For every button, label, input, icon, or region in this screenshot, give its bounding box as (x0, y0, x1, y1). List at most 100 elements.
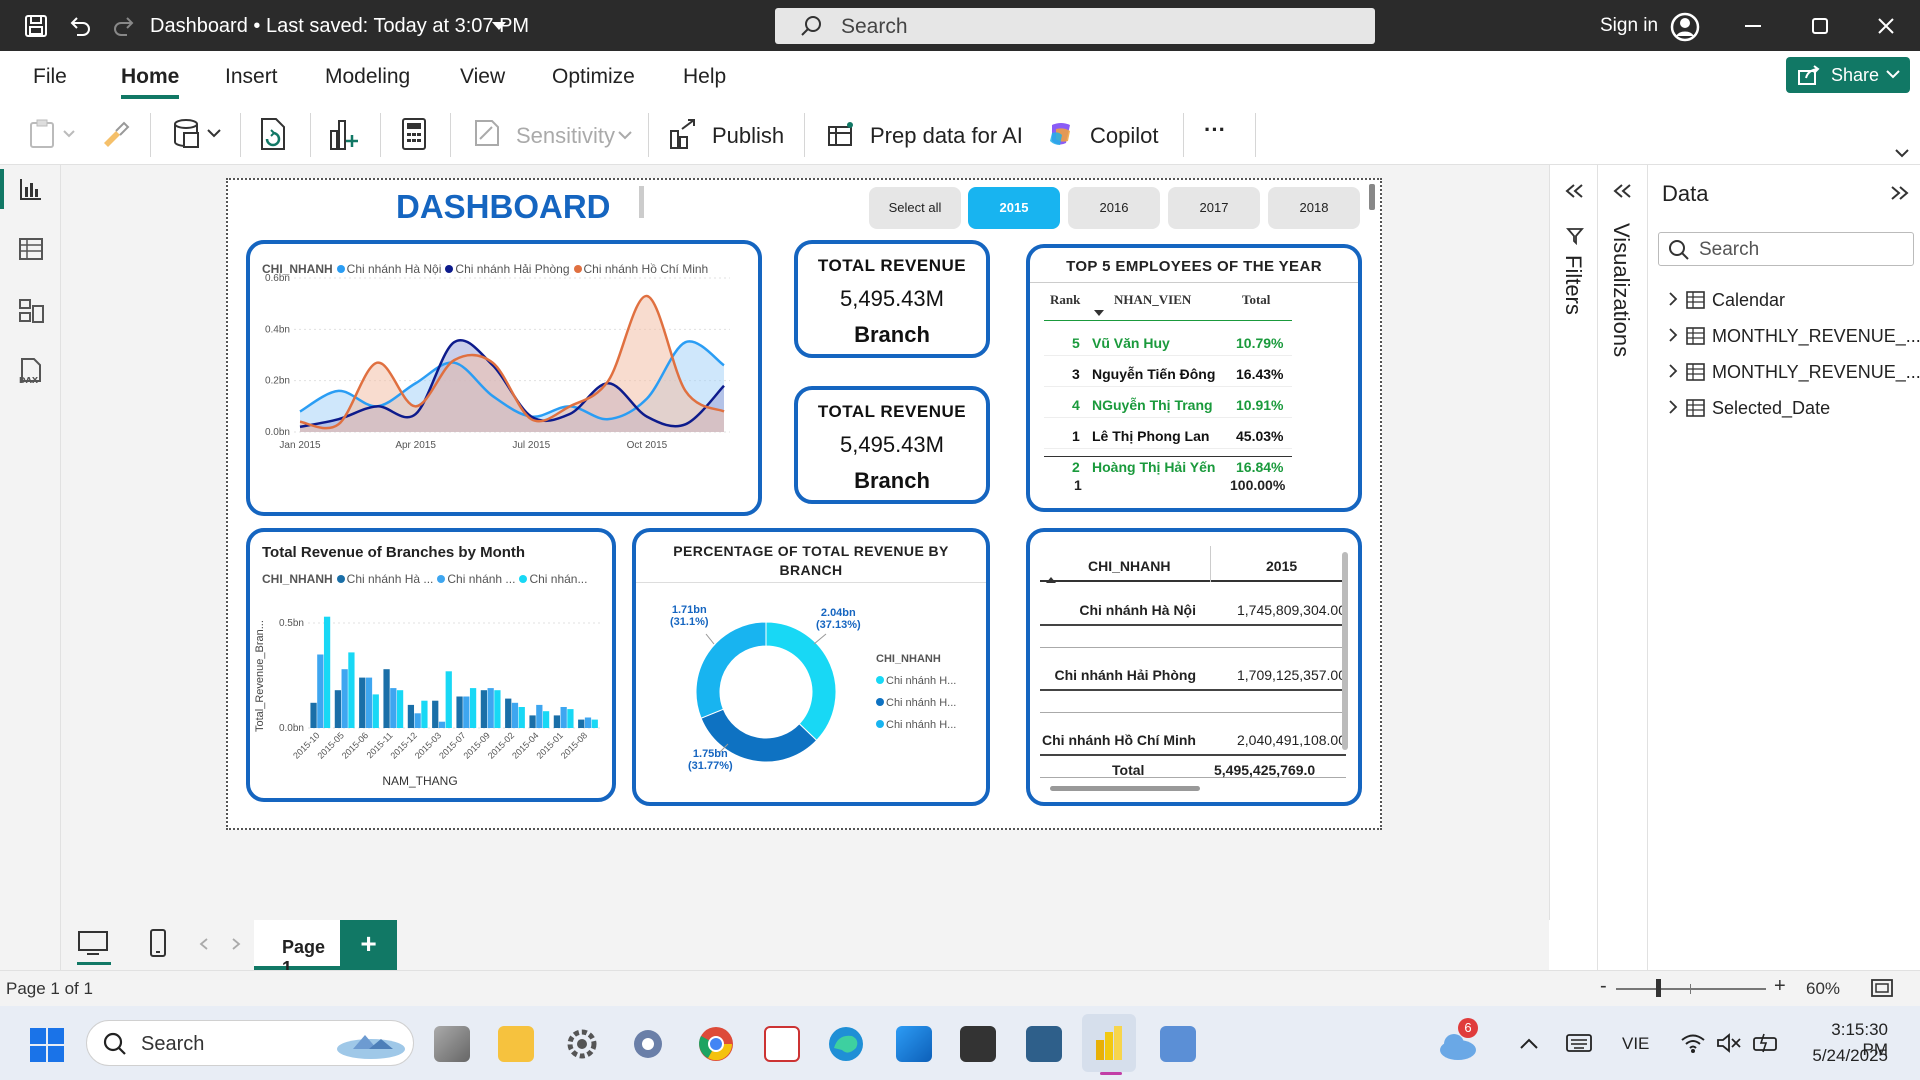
matrix-row[interactable]: Chi nhánh Hải Phòng 1,709,125,357.00 (1040, 649, 1346, 714)
save-icon[interactable] (24, 14, 48, 38)
collapse-left-icon[interactable] (1612, 183, 1632, 199)
redo-icon[interactable] (112, 14, 136, 38)
collapse-right-icon[interactable] (1890, 185, 1910, 201)
line-chart-card[interactable]: CHI_NHANH Chi nhánh Hà Nội Chi nhánh Hải P… (246, 240, 762, 516)
zoom-slider-thumb[interactable] (1656, 979, 1661, 997)
matrix-row[interactable]: Chi nhánh Hồ Chí Minh 2,040,491,108.00 (1040, 714, 1346, 779)
zoom-out-button[interactable]: - (1600, 975, 1607, 997)
close-icon[interactable] (1878, 18, 1894, 34)
get-data-icon[interactable] (172, 117, 228, 151)
bar[interactable] (359, 677, 366, 728)
sort-desc-icon[interactable] (1094, 310, 1104, 318)
model-view-icon[interactable] (19, 298, 45, 324)
matrix-col-branch[interactable]: CHI_NHANH (1088, 558, 1171, 574)
collapse-left-icon[interactable] (1564, 183, 1584, 199)
bar[interactable] (407, 704, 415, 728)
table-row[interactable]: 2 Hoàng Thị Hải Yến 16.84% (1030, 448, 1358, 478)
search-box[interactable]: Search (775, 8, 1375, 44)
bar[interactable] (421, 700, 428, 728)
bar[interactable] (456, 696, 463, 729)
volume-icon[interactable] (1716, 1032, 1742, 1054)
col-header-rank[interactable]: Rank (1050, 292, 1081, 307)
sign-in-link[interactable]: Sign in (1600, 15, 1659, 36)
minimize-icon[interactable] (1745, 25, 1761, 27)
bar[interactable] (390, 688, 397, 728)
menu-home[interactable]: Home (121, 65, 180, 88)
chevron-right-icon[interactable] (1668, 292, 1678, 306)
zoom-in-button[interactable]: + (1774, 975, 1786, 997)
bar[interactable] (383, 669, 390, 728)
bar[interactable] (542, 711, 550, 728)
copilot-button[interactable]: Copilot (1090, 123, 1159, 148)
filters-pane[interactable]: Filters (1549, 165, 1597, 920)
wifi-icon[interactable] (1680, 1032, 1706, 1054)
report-view-icon[interactable] (19, 177, 43, 201)
chevron-down-icon[interactable] (618, 131, 632, 141)
bar[interactable] (432, 700, 439, 728)
mysql-icon[interactable] (1026, 1026, 1062, 1062)
bar[interactable] (396, 690, 404, 728)
bar[interactable] (518, 707, 525, 728)
bar[interactable] (494, 690, 501, 728)
new-visual-icon[interactable] (328, 117, 360, 151)
menu-view[interactable]: View (460, 65, 506, 88)
col-header-nhan-vien[interactable]: NHAN_VIEN (1114, 292, 1192, 307)
kpi-card-2[interactable]: TOTAL REVENUE 5,495.43M Branch (794, 386, 990, 504)
prep-data-button[interactable]: Prep data for AI (870, 123, 1023, 148)
notepad-icon[interactable] (1160, 1026, 1196, 1062)
bar[interactable] (584, 717, 592, 729)
line-series-3[interactable] (299, 294, 725, 430)
share-button[interactable]: Share (1786, 57, 1910, 93)
sensitivity-label[interactable]: Sensitivity (516, 123, 616, 148)
menu-file[interactable]: File (33, 65, 67, 88)
field-item[interactable]: MONTHLY_REVENUE_... (1648, 357, 1920, 389)
scroll-left-icon[interactable] (199, 938, 209, 950)
bar[interactable] (487, 688, 494, 728)
bar[interactable] (469, 688, 477, 728)
bar[interactable] (323, 616, 331, 728)
menu-help[interactable]: Help (683, 65, 727, 88)
top5-employees-card[interactable]: TOP 5 EMPLOYEES OF THE YEAR Rank NHAN_VI… (1026, 244, 1362, 512)
scroll-right-icon[interactable] (231, 938, 241, 950)
kpi-card-1[interactable]: TOTAL REVENUE 5,495.43M Branch (794, 240, 990, 358)
field-item[interactable]: Selected_Date (1648, 393, 1920, 425)
slicer-2017[interactable]: 2017 (1168, 187, 1260, 229)
data-search-input[interactable]: Search (1658, 232, 1914, 266)
task-view-icon[interactable] (434, 1026, 470, 1062)
table-row[interactable]: 4 NGuyễn Thị Trang 10.91% (1030, 386, 1358, 416)
bar[interactable] (445, 671, 452, 728)
bar[interactable] (567, 709, 574, 728)
prep-data-icon[interactable] (826, 119, 856, 149)
calculator-icon[interactable] (400, 117, 428, 151)
menu-modeling[interactable]: Modeling (325, 65, 411, 88)
table-row[interactable]: 5 Vũ Văn Huy 10.79% (1030, 324, 1358, 354)
chevron-down-icon[interactable] (492, 22, 506, 32)
more-options-button[interactable]: ··· (1204, 117, 1226, 142)
clock-time[interactable]: 3:15:30 PM (1831, 1020, 1888, 1059)
bar[interactable] (310, 702, 317, 728)
bar[interactable] (341, 669, 348, 728)
sensitivity-icon[interactable] (472, 117, 502, 149)
slicer-2015[interactable]: 2015 (968, 187, 1060, 229)
publish-button[interactable]: Publish (712, 123, 785, 148)
bar[interactable] (578, 719, 585, 728)
bar[interactable] (529, 715, 536, 728)
fit-to-page-icon[interactable] (1870, 978, 1894, 998)
donut-chart-card[interactable]: PERCENTAGE OF TOTAL REVENUE BY BRANCH 2.… (632, 528, 990, 806)
bar[interactable] (560, 707, 567, 728)
bar[interactable] (505, 698, 512, 728)
donut-slice-3[interactable] (695, 621, 767, 719)
field-item[interactable]: MONTHLY_REVENUE_... (1648, 321, 1920, 353)
field-item[interactable]: Calendar (1648, 285, 1920, 317)
matrix-row[interactable]: Chi nhánh Hà Nội 1,745,809,304.00 (1040, 584, 1346, 649)
keyboard-icon[interactable] (1566, 1034, 1592, 1052)
zoom-level[interactable]: 60% (1806, 979, 1841, 998)
slicer-scrollbar[interactable] (1369, 184, 1375, 210)
photos-icon[interactable] (896, 1026, 932, 1062)
bar-chart-card[interactable]: Total Revenue of Branches by Month CHI_N… (246, 528, 616, 802)
bar[interactable] (536, 704, 543, 728)
avatar-icon[interactable] (1670, 12, 1700, 42)
col-header-total[interactable]: Total (1242, 292, 1271, 307)
edge-icon[interactable] (828, 1026, 864, 1062)
weather-icon[interactable] (1436, 1026, 1480, 1064)
